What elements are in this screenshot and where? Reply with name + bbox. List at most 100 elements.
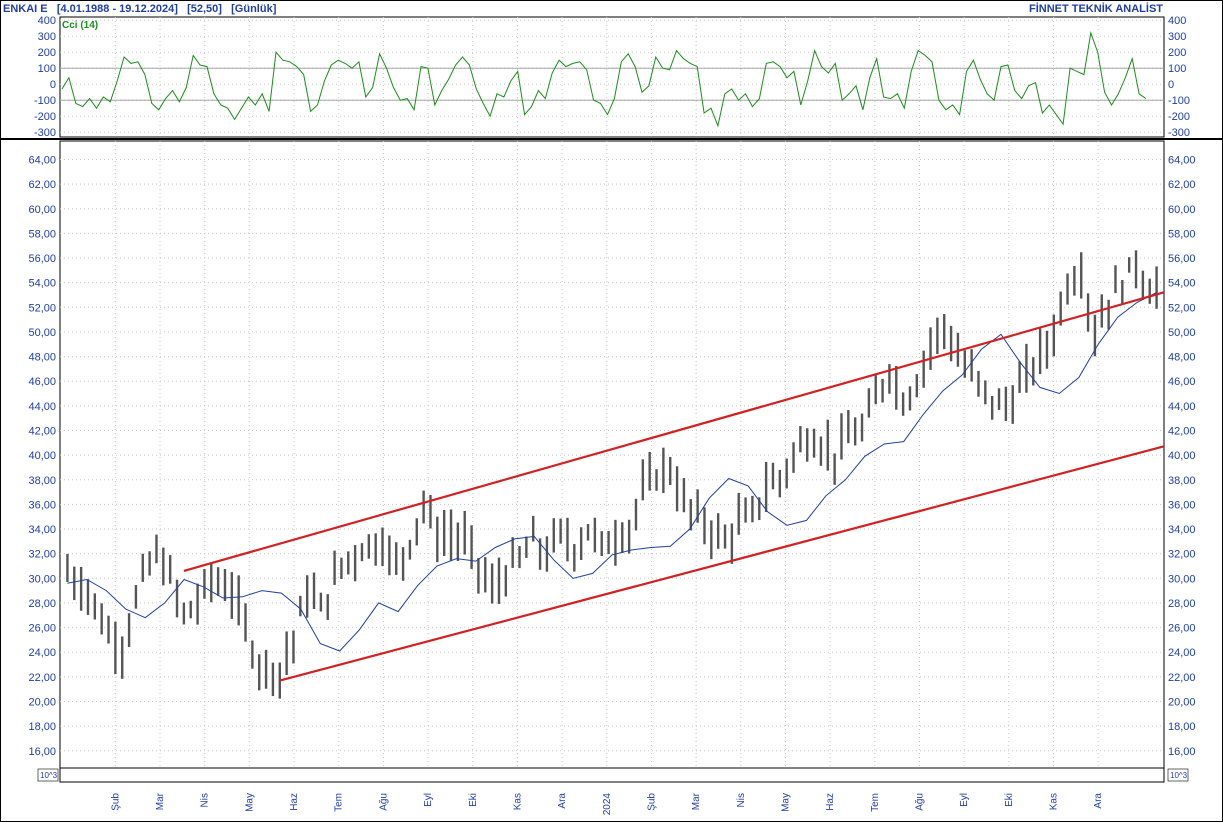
provider-label: FİNNET TEKNİK ANALİST — [1028, 3, 1163, 15]
cci-legend-label: Cci (14) — [62, 20, 99, 31]
x-tick-label: Eyl — [959, 793, 970, 807]
x-tick-label: Haz — [825, 793, 836, 811]
scale-note-box — [37, 768, 59, 782]
upper-trend-line — [183, 291, 1165, 572]
date-axis-frame — [59, 767, 1165, 783]
price-y-tick-right: 20,00 — [1168, 696, 1196, 708]
price-y-tick-right: 48,00 — [1168, 352, 1196, 364]
price-y-tick-left: 52,00 — [28, 302, 56, 314]
price-y-tick-left: 60,00 — [28, 204, 56, 216]
price-y-tick-right: 22,00 — [1168, 672, 1196, 684]
x-tick-label: Ağu — [915, 793, 926, 811]
last-price-label: [52,50] — [187, 3, 222, 15]
x-tick-label: 2024 — [602, 793, 613, 816]
cci-y-tick-right: -100 — [1168, 95, 1190, 107]
price-y-tick-left: 26,00 — [28, 623, 56, 635]
x-tick-label: Ara — [557, 793, 568, 809]
price-y-tick-right: 52,00 — [1168, 302, 1196, 314]
price-y-tick-right: 44,00 — [1168, 401, 1196, 413]
x-tick-label: Eki — [468, 793, 479, 807]
price-y-tick-right: 34,00 — [1168, 524, 1196, 536]
x-tick-label: Kas — [1049, 793, 1060, 810]
cci-y-tick-right: 100 — [1168, 63, 1186, 75]
x-tick-label: Nis — [200, 793, 211, 807]
price-y-tick-right: 36,00 — [1168, 499, 1196, 511]
scale-note-right: 10^3 — [1170, 771, 1188, 780]
price-y-tick-left: 48,00 — [28, 352, 56, 364]
price-y-tick-right: 24,00 — [1168, 647, 1196, 659]
cci-y-tick-right: -300 — [1168, 127, 1190, 139]
x-tick-label: Mar — [155, 792, 166, 810]
chart-header: ENKAI E [4.01.1988 - 19.12.2024] [52,50]… — [3, 3, 276, 15]
price-y-tick-left: 64,00 — [28, 154, 56, 166]
cci-y-tick-left: -200 — [34, 111, 56, 123]
price-y-tick-right: 40,00 — [1168, 450, 1196, 462]
price-y-tick-left: 34,00 — [28, 524, 56, 536]
price-y-tick-right: 28,00 — [1168, 598, 1196, 610]
cci-y-tick-left: 200 — [38, 47, 56, 59]
x-tick-label: May — [244, 793, 255, 812]
price-y-tick-right: 64,00 — [1168, 154, 1196, 166]
cci-y-tick-left: 100 — [38, 63, 56, 75]
cci-line — [61, 31, 1147, 128]
x-tick-label: Ara — [1093, 793, 1104, 809]
price-y-tick-left: 30,00 — [28, 573, 56, 585]
price-y-tick-left: 18,00 — [28, 721, 56, 733]
price-y-tick-right: 38,00 — [1168, 475, 1196, 487]
x-tick-label: Şub — [110, 793, 121, 811]
moving-average-line — [67, 292, 1157, 652]
price-y-tick-left: 44,00 — [28, 401, 56, 413]
price-y-tick-right: 58,00 — [1168, 228, 1196, 240]
price-y-tick-left: 50,00 — [28, 327, 56, 339]
price-y-tick-left: 46,00 — [28, 376, 56, 388]
price-y-tick-right: 62,00 — [1168, 179, 1196, 191]
price-y-tick-left: 42,00 — [28, 425, 56, 437]
x-tick-label: Eyl — [423, 793, 434, 807]
price-y-tick-right: 16,00 — [1168, 746, 1196, 758]
x-tick-label: Ağu — [378, 793, 389, 811]
cci-y-tick-right: -200 — [1168, 111, 1190, 123]
x-tick-label: Tem — [870, 793, 881, 812]
price-y-tick-left: 40,00 — [28, 450, 56, 462]
period-label: [Günlük] — [231, 3, 277, 15]
cci-y-tick-right: 0 — [1168, 79, 1174, 91]
cci-y-tick-right: 200 — [1168, 47, 1186, 59]
x-tick-label: Nis — [736, 793, 747, 807]
price-y-tick-right: 32,00 — [1168, 549, 1196, 561]
price-y-tick-right: 26,00 — [1168, 623, 1196, 635]
scale-note-left: 10^3 — [40, 771, 58, 780]
price-y-tick-left: 24,00 — [28, 647, 56, 659]
x-tick-label: Eki — [1004, 793, 1015, 807]
x-tick-label: Şub — [646, 793, 657, 811]
price-y-tick-right: 18,00 — [1168, 721, 1196, 733]
price-y-tick-left: 28,00 — [28, 598, 56, 610]
cci-y-tick-left: 400 — [38, 15, 56, 27]
price-y-tick-left: 36,00 — [28, 499, 56, 511]
price-y-tick-left: 32,00 — [28, 549, 56, 561]
price-y-tick-left: 56,00 — [28, 253, 56, 265]
price-y-tick-left: 16,00 — [28, 746, 56, 758]
symbol-label: ENKAI E — [3, 3, 48, 15]
price-y-tick-right: 50,00 — [1168, 327, 1196, 339]
price-y-tick-left: 20,00 — [28, 696, 56, 708]
price-y-tick-right: 46,00 — [1168, 376, 1196, 388]
cci-y-tick-left: 300 — [38, 31, 56, 43]
cci-y-tick-left: 0 — [50, 79, 56, 91]
cci-panel-frame — [59, 16, 1165, 138]
cci-y-tick-right: 400 — [1168, 15, 1186, 27]
price-y-tick-right: 54,00 — [1168, 278, 1196, 290]
x-tick-label: Tem — [334, 793, 345, 812]
x-tick-label: May — [780, 793, 791, 812]
scale-note-box — [1167, 768, 1189, 782]
x-tick-label: Kas — [512, 793, 523, 810]
cci-y-tick-left: -300 — [34, 127, 56, 139]
price-y-tick-right: 60,00 — [1168, 204, 1196, 216]
cci-y-tick-left: -100 — [34, 95, 56, 107]
price-y-tick-right: 30,00 — [1168, 573, 1196, 585]
price-y-tick-left: 22,00 — [28, 672, 56, 684]
date-range-label: [4.01.1988 - 19.12.2024] — [56, 3, 178, 15]
price-y-tick-right: 42,00 — [1168, 425, 1196, 437]
price-y-tick-left: 62,00 — [28, 179, 56, 191]
